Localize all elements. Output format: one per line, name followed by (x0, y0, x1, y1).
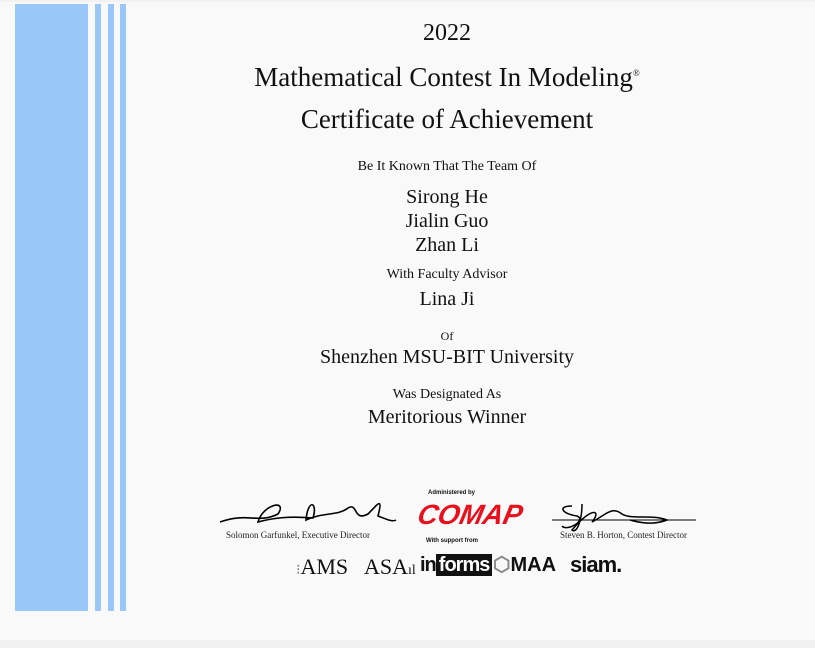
siam-logo: siam. (570, 552, 622, 577)
institution-name: Shenzhen MSU-BIT University (319, 346, 575, 368)
maa-logo: ⬡MAA (493, 554, 557, 576)
left-signature-caption: Solomon Garfunkel, Executive Director (226, 530, 370, 540)
team-member: Zhan Li (415, 234, 479, 256)
ams-logo: ⁝AMS (296, 554, 349, 579)
certificate-year: 2022 (423, 20, 471, 46)
intro-text: Be It Known That The Team Of (357, 159, 537, 174)
contest-name: Mathematical Contest In Modeling® (254, 62, 640, 93)
team-member: Sirong He (406, 186, 488, 208)
certificate-title: Certificate of Achievement (300, 104, 594, 134)
registered-mark: ® (632, 68, 640, 78)
signature-horton (552, 503, 696, 532)
asa-logo: ASAıl (364, 554, 416, 579)
decorative-stripe (15, 4, 88, 611)
support-text: With support from (426, 538, 478, 544)
informs-logo: in forms (420, 554, 493, 577)
decorative-stripe (95, 4, 101, 611)
decorative-stripe (120, 4, 126, 611)
comap-logo: COMAP (414, 499, 526, 530)
team-member: Jialin Guo (405, 210, 489, 232)
signature-garfunkel (219, 502, 397, 524)
advisor-name: Lina Ji (419, 288, 475, 310)
designation-label: Was Designated As (392, 387, 502, 402)
right-signature-caption: Steven B. Horton, Contest Director (560, 530, 687, 540)
of-label: Of (440, 329, 454, 343)
decorative-stripe (108, 4, 114, 611)
designation: Meritorious Winner (367, 406, 527, 428)
advisor-label: With Faculty Advisor (386, 267, 508, 282)
administered-by-text: Administered by (428, 490, 476, 496)
contest-name-text: Mathematical Contest In Modeling (254, 62, 633, 92)
